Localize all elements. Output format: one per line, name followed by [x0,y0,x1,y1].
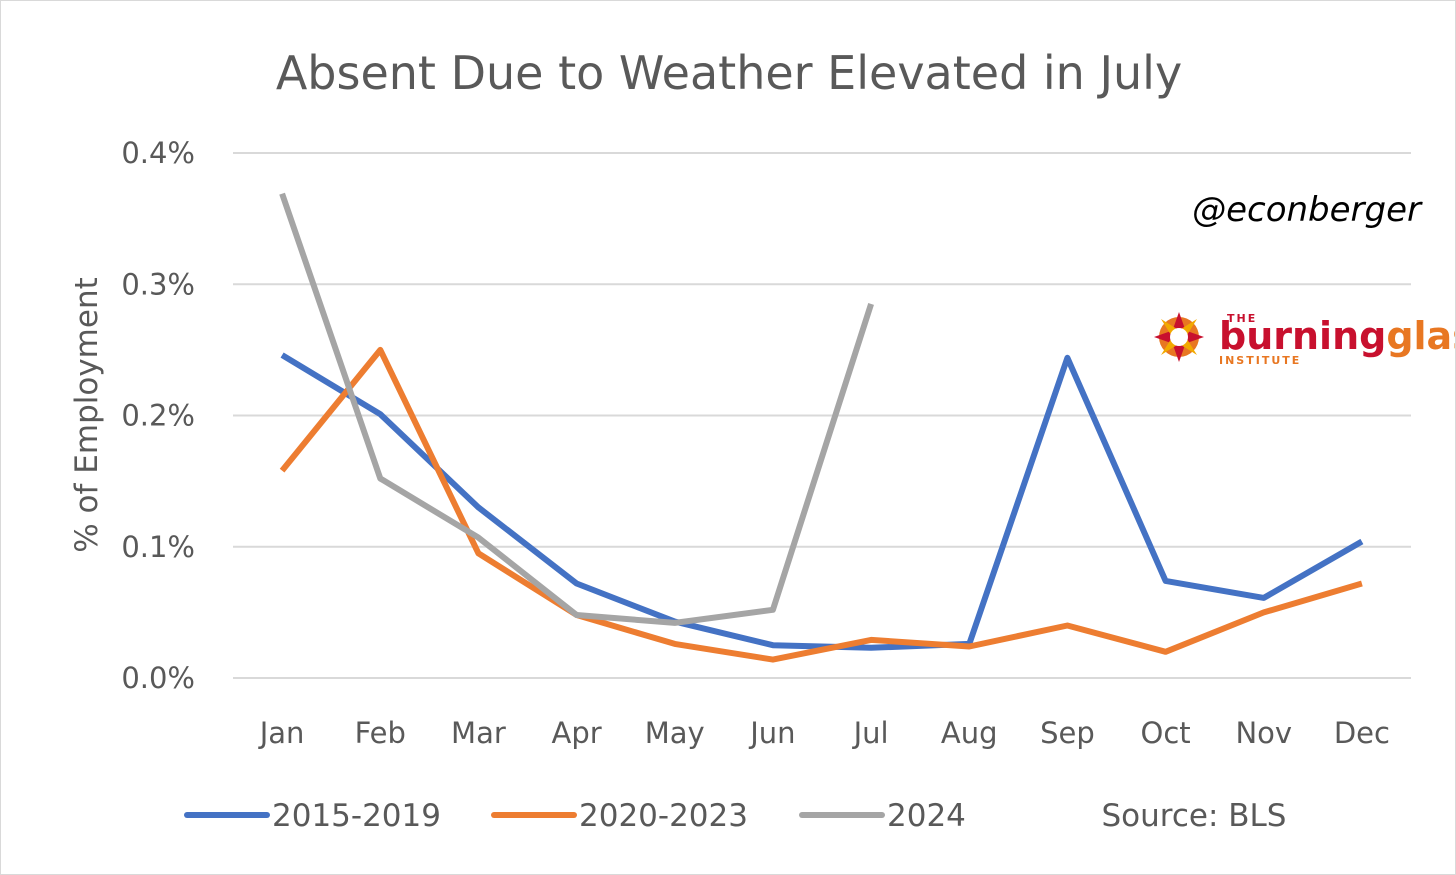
legend-item: 2020-2023 [491,798,748,834]
x-tick-label: Feb [355,716,406,750]
logo-word-glass: glass [1386,314,1455,358]
x-tick-label: Sep [1040,716,1095,750]
x-tick-label: Mar [451,716,506,750]
legend-label: 2015-2019 [272,798,441,834]
x-tick-label: Aug [941,716,998,750]
logo-top-text: THE [1227,312,1257,325]
x-tick-label: Apr [551,716,601,750]
series-line-2015-2019 [280,352,1364,651]
x-tick-label: Jul [852,716,889,750]
y-tick-label: 0.0% [121,661,195,695]
legend: 2015-2019 2020-2023 2024 [184,798,966,834]
author-handle: @econberger [1192,190,1423,230]
x-tick-label: Jun [748,716,795,750]
y-tick-label: 0.2% [121,399,195,433]
chart-title: Absent Due to Weather Elevated in July [276,46,1182,100]
y-axis-label: % of Employment [69,277,105,553]
y-tick-label: 0.3% [121,267,195,301]
x-tick-label: Dec [1334,716,1390,750]
gridlines [233,152,1411,679]
legend-label: 2020-2023 [579,798,748,834]
legend-item: 2015-2019 [184,798,441,834]
series-lines [279,192,1364,663]
series-line-2024 [279,192,874,626]
x-tick-label: Nov [1235,716,1292,750]
logo-word-burning: burning [1219,314,1386,358]
x-tick-label: May [645,716,705,750]
legend-item: 2024 [799,798,966,834]
x-tick-label: Jan [258,716,305,750]
logo-bottom-text: INSTITUTE [1219,354,1301,367]
sun-logo-icon [1154,312,1204,362]
x-axis-ticks: Jan Feb Mar Apr May Jun Jul Aug Sep Oct Nov Dec [258,716,1390,750]
y-axis-ticks: 0.0% 0.1% 0.2% 0.3% 0.4% [121,136,195,695]
series-line-2020-2023 [279,346,1363,663]
source-note: Source: BLS [1102,798,1287,834]
y-tick-label: 0.4% [121,136,195,170]
logo-wordmark: burningglass [1219,314,1455,358]
legend-label: 2024 [887,798,966,834]
burning-glass-logo: THE burningglass INSTITUTE [1154,312,1455,367]
y-tick-label: 0.1% [121,530,195,564]
x-tick-label: Oct [1141,716,1191,750]
